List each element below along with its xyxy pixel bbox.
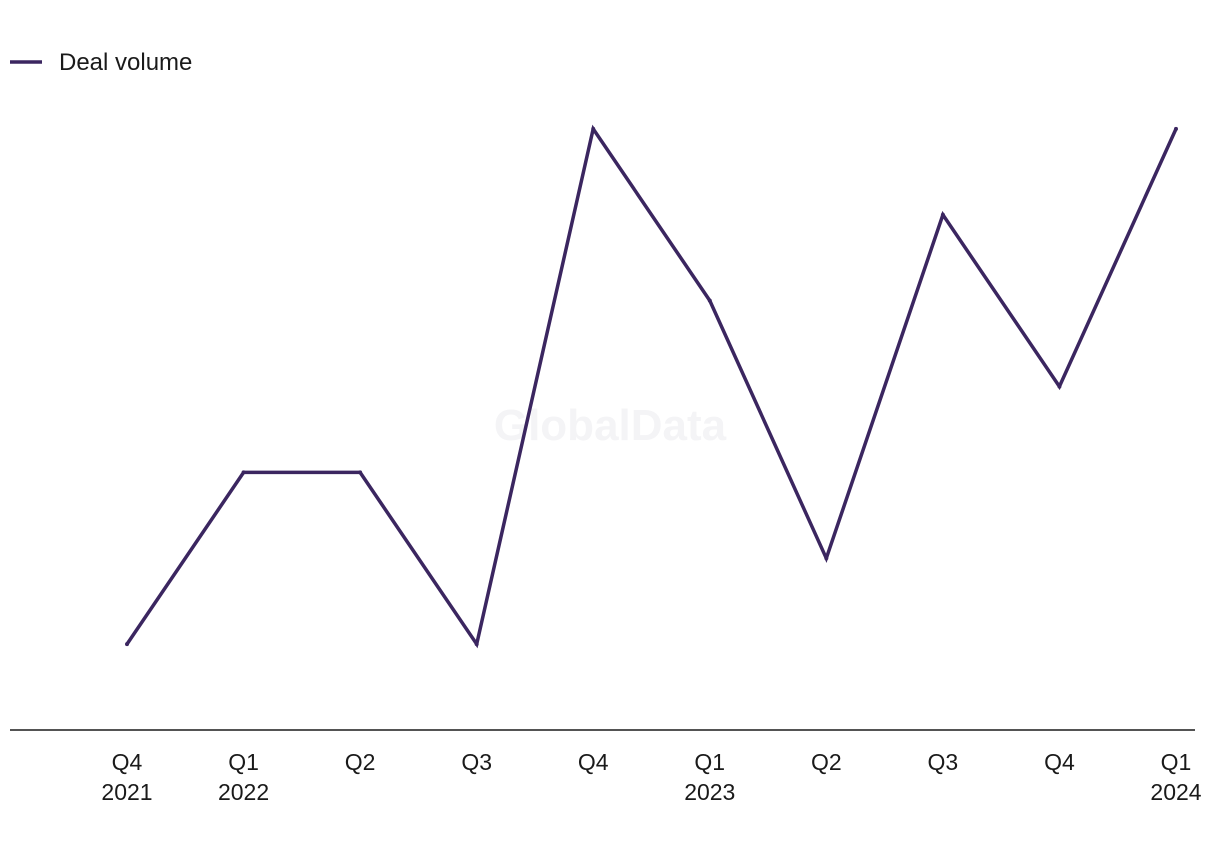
plot-area xyxy=(125,124,1178,649)
x-axis-ticks: Q4 2021 Q1 2022 Q2 Q3 Q4 Q1 2023 Q2 Q3 Q4 Q1 2024 xyxy=(101,749,1201,805)
legend-label-deal-volume: Deal volume xyxy=(59,49,192,76)
x-tick-label: Q2 xyxy=(811,749,842,775)
data-point xyxy=(474,642,479,647)
x-tick-label: Q1 xyxy=(1161,749,1192,775)
x-tick-year-label: 2024 xyxy=(1150,779,1201,805)
x-tick-label: Q3 xyxy=(461,749,492,775)
series-line-deal-volume xyxy=(125,124,1178,649)
x-tick-year-label: 2023 xyxy=(684,779,735,805)
legend: Deal volume xyxy=(10,49,192,76)
data-point xyxy=(824,556,829,561)
x-tick-label: Q4 xyxy=(112,749,143,775)
x-tick-label: Q3 xyxy=(928,749,959,775)
data-point xyxy=(241,470,246,475)
data-point xyxy=(707,298,712,303)
data-point xyxy=(125,642,129,647)
data-point xyxy=(591,126,596,131)
data-point xyxy=(940,212,945,217)
watermark: GlobalData xyxy=(494,401,727,450)
x-tick-label: Q4 xyxy=(578,749,609,775)
x-tick-label: Q1 xyxy=(694,749,725,775)
x-tick-label: Q2 xyxy=(345,749,376,775)
data-point xyxy=(1174,126,1178,131)
x-tick-label: Q1 xyxy=(228,749,259,775)
x-tick-label: Q4 xyxy=(1044,749,1075,775)
data-point xyxy=(358,470,363,475)
data-point xyxy=(1057,384,1062,389)
x-tick-year-label: 2022 xyxy=(218,779,269,805)
x-tick-year-label: 2021 xyxy=(101,779,152,805)
